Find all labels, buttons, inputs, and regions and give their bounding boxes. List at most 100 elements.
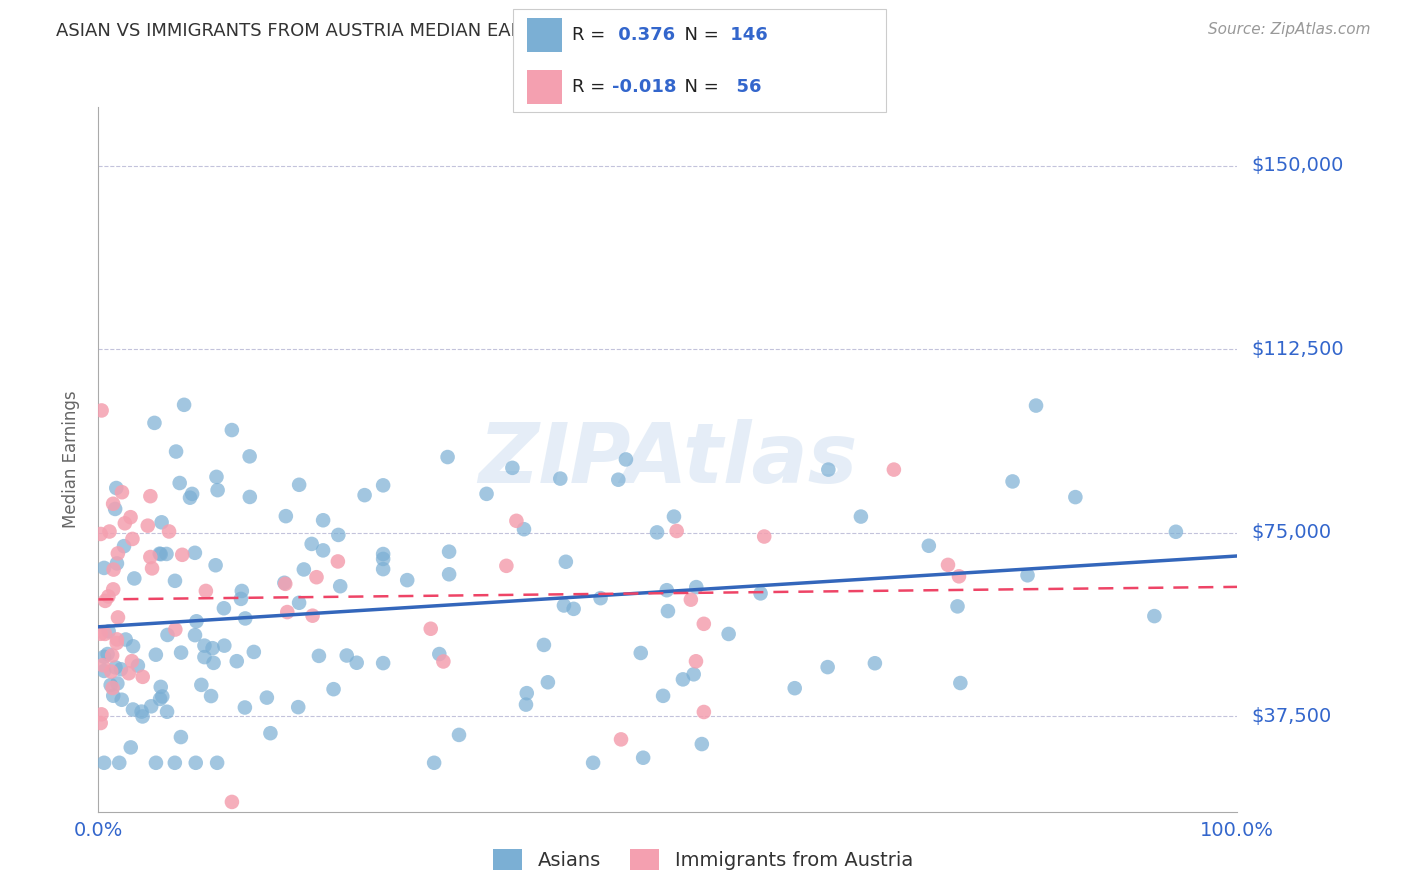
Point [1017,568,1039,582]
Point [127,658,149,673]
Legend: Asians, Immigrants from Austria: Asians, Immigrants from Austria [485,841,921,878]
Point [328,528,350,542]
Point [114,516,136,531]
Point [437,544,460,558]
Point [423,756,446,770]
Point [200,689,222,703]
Text: ASIAN VS IMMIGRANTS FROM AUSTRIA MEDIAN EARNINGS CORRELATION CHART: ASIAN VS IMMIGRANTS FROM AUSTRIA MEDIAN … [56,22,782,40]
Point [149,692,172,706]
Y-axis label: Median Earnings: Median Earnings [62,391,80,528]
Point [156,705,179,719]
Point [122,702,145,716]
Point [107,610,129,624]
Point [817,660,839,674]
Point [1164,524,1187,539]
Point [550,472,572,486]
Point [693,705,716,719]
Point [287,700,309,714]
Point [103,689,125,703]
Point [849,509,872,524]
Point [657,604,679,618]
Point [436,450,458,464]
Point [131,705,153,719]
Point [101,497,124,511]
Point [301,537,323,551]
Point [145,648,167,662]
Text: N =: N = [673,78,725,96]
Point [155,547,177,561]
Text: $37,500: $37,500 [1251,706,1331,726]
Point [184,546,207,560]
Point [554,555,576,569]
Point [273,575,295,590]
Point [90,707,112,722]
Point [141,561,163,575]
Point [101,582,124,597]
Point [201,641,224,656]
Point [229,591,252,606]
Point [193,639,215,653]
Point [181,487,204,501]
Point [863,657,886,671]
Point [949,676,972,690]
Point [193,650,215,665]
Point [754,529,776,543]
Point [288,477,311,491]
Point [288,596,311,610]
Point [312,513,335,527]
Point [205,470,228,484]
Point [214,639,236,653]
Point [371,547,394,561]
Point [163,574,186,588]
Point [105,557,128,571]
Point [243,645,266,659]
Point [105,636,128,650]
Point [562,602,585,616]
Point [690,737,713,751]
Point [326,554,349,568]
Point [371,552,394,566]
Point [419,622,441,636]
Point [97,647,120,661]
Point [170,646,193,660]
Point [256,690,278,705]
Point [239,450,262,464]
Point [501,460,523,475]
Point [1143,609,1166,624]
Point [948,569,970,583]
Point [936,558,959,572]
Point [105,632,128,647]
Point [231,584,253,599]
Point [274,509,297,524]
Point [173,398,195,412]
Point [149,547,172,561]
Point [157,524,180,539]
Point [276,605,298,619]
Point [665,524,688,538]
Point [630,646,652,660]
Point [1001,475,1024,489]
Point [918,539,941,553]
Point [114,632,136,647]
Point [163,756,186,770]
Point [190,678,212,692]
Point [274,577,297,591]
Point [202,656,225,670]
Point [516,686,538,700]
Point [101,681,124,695]
Point [212,601,235,615]
Point [239,490,262,504]
Text: ZIPAtlas: ZIPAtlas [478,419,858,500]
Point [122,640,145,654]
Point [305,570,328,584]
Point [97,590,120,604]
Point [118,666,141,681]
Point [143,416,166,430]
Point [94,594,117,608]
Point [150,690,173,704]
Point [108,756,131,770]
Point [513,522,536,536]
Point [120,510,142,524]
Point [371,478,394,492]
Point [90,627,112,641]
